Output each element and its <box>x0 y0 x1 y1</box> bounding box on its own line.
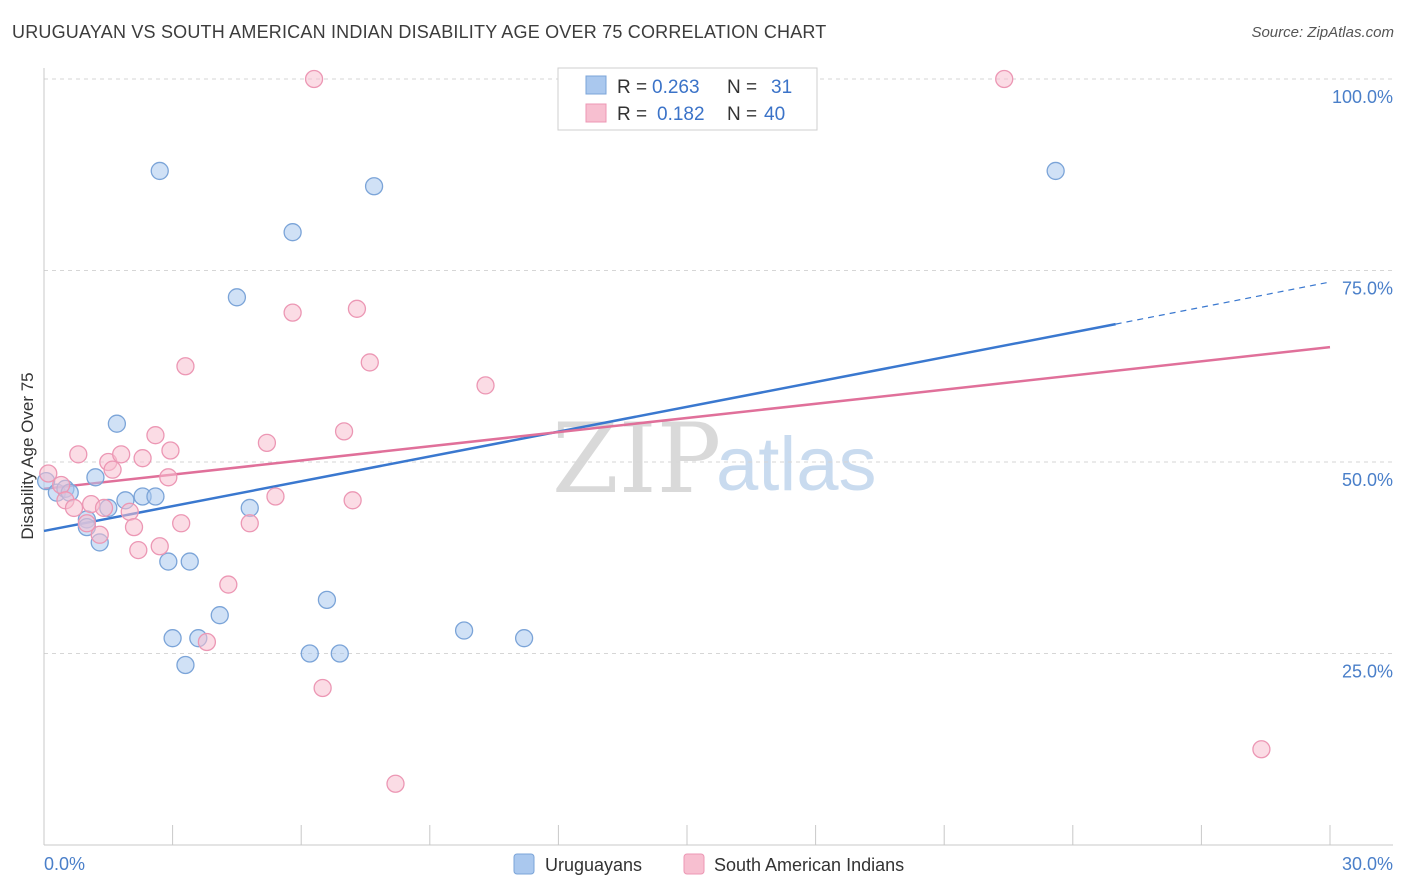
point-south-american-indians <box>197 632 217 652</box>
legend-n-label-1: N = <box>727 77 757 98</box>
point-south-american-indians <box>219 575 238 594</box>
y-axis-label: Disability Age Over 75 <box>18 372 37 539</box>
point-south-american-indians <box>112 445 131 464</box>
point-uruguayans <box>146 487 165 506</box>
point-uruguayans <box>150 161 169 181</box>
legend-r-value-2: 0.182 <box>657 104 705 125</box>
x-tick-label-min: 0.0% <box>44 854 85 874</box>
series-legend: Uruguayans South American Indians <box>513 853 904 875</box>
axes <box>43 68 1393 846</box>
legend-r-label-2: R = <box>617 104 647 125</box>
point-south-american-indians <box>150 537 169 556</box>
point-south-american-indians <box>39 464 58 483</box>
point-south-american-indians <box>313 678 332 698</box>
point-south-american-indians <box>69 445 88 464</box>
chart-title: URUGUAYAN VS SOUTH AMERICAN INDIAN DISAB… <box>12 22 827 42</box>
point-uruguayans <box>300 644 319 663</box>
bottom-legend-swatch-uruguayans <box>513 853 535 875</box>
y-tick-label: 100.0% <box>1332 87 1393 107</box>
y-tick-label: 25.0% <box>1342 662 1393 682</box>
point-south-american-indians <box>133 449 152 468</box>
legend-n-value-2: 40 <box>764 104 785 125</box>
point-south-american-indians <box>64 498 84 518</box>
correlation-legend: R = 0.263 N = 31 R = 0.182 N = 40 <box>557 67 818 131</box>
point-south-american-indians <box>159 468 178 487</box>
point-south-american-indians <box>94 498 114 518</box>
bottom-legend-swatch-south-american-indians <box>683 853 705 875</box>
point-south-american-indians <box>161 441 180 460</box>
point-south-american-indians <box>476 376 495 395</box>
point-uruguayans <box>364 177 384 196</box>
point-uruguayans <box>107 414 127 433</box>
point-south-american-indians <box>283 303 302 322</box>
point-uruguayans <box>317 590 337 610</box>
point-south-american-indians <box>304 69 324 89</box>
point-south-american-indians <box>386 774 405 793</box>
point-south-american-indians <box>347 299 367 318</box>
legend-n-value-1: 31 <box>771 77 792 98</box>
point-south-american-indians <box>172 514 191 533</box>
x-tick-label-max: 30.0% <box>1342 854 1393 874</box>
watermark-zip: ZIP <box>552 403 721 515</box>
legend-r-value-1: 0.263 <box>652 77 700 98</box>
point-south-american-indians <box>124 517 144 537</box>
bottom-legend-label-south-american-indians: South American Indians <box>714 855 904 875</box>
point-south-american-indians <box>90 525 109 544</box>
point-uruguayans <box>227 288 247 307</box>
point-south-american-indians <box>257 433 277 453</box>
y-tick-label: 50.0% <box>1342 470 1393 490</box>
legend-r-label-1: R = <box>617 77 647 98</box>
point-south-american-indians <box>360 353 379 372</box>
point-south-american-indians <box>334 422 354 441</box>
point-south-american-indians <box>146 426 165 445</box>
legend-swatch-uruguayans <box>585 75 607 95</box>
point-south-american-indians <box>129 540 148 560</box>
point-uruguayans <box>454 621 474 640</box>
legend-n-label-2: N = <box>727 104 757 125</box>
point-south-american-indians <box>176 357 195 376</box>
point-south-american-indians <box>1252 740 1271 759</box>
point-uruguayans <box>180 552 199 571</box>
bottom-legend-label-uruguayans: Uruguayans <box>545 855 642 875</box>
point-south-american-indians <box>77 514 97 533</box>
point-south-american-indians <box>120 502 139 521</box>
trendline-uruguayans-extension <box>1115 281 1331 325</box>
point-south-american-indians <box>103 460 122 479</box>
point-south-american-indians <box>343 491 362 510</box>
point-uruguayans <box>86 468 105 487</box>
point-uruguayans <box>210 606 229 625</box>
y-axis-tick-labels: 25.0% 50.0% 75.0% 100.0% <box>1332 87 1393 682</box>
trendline-south-american-indians <box>43 345 1331 491</box>
grid-lines <box>44 78 1393 654</box>
point-south-american-indians <box>266 487 285 506</box>
trendline-uruguayans <box>43 322 1116 533</box>
legend-swatch-south-american-indians <box>585 103 607 123</box>
trendlines <box>43 281 1331 533</box>
point-uruguayans <box>163 629 182 648</box>
x-axis-ticks <box>43 825 1331 845</box>
point-uruguayans <box>176 655 195 675</box>
point-uruguayans <box>1046 161 1065 181</box>
y-tick-label: 75.0% <box>1342 279 1393 299</box>
point-uruguayans <box>514 629 534 648</box>
point-uruguayans <box>159 552 178 571</box>
point-uruguayans <box>240 498 259 518</box>
data-points <box>36 69 1271 793</box>
watermark-atlas: atlas <box>716 422 877 507</box>
point-uruguayans <box>330 644 349 663</box>
source-credit: Source: ZipAtlas.com <box>1251 24 1394 41</box>
point-south-american-indians <box>995 69 1014 89</box>
point-uruguayans <box>283 223 302 242</box>
point-south-american-indians <box>51 475 71 495</box>
point-south-american-indians <box>240 514 259 533</box>
